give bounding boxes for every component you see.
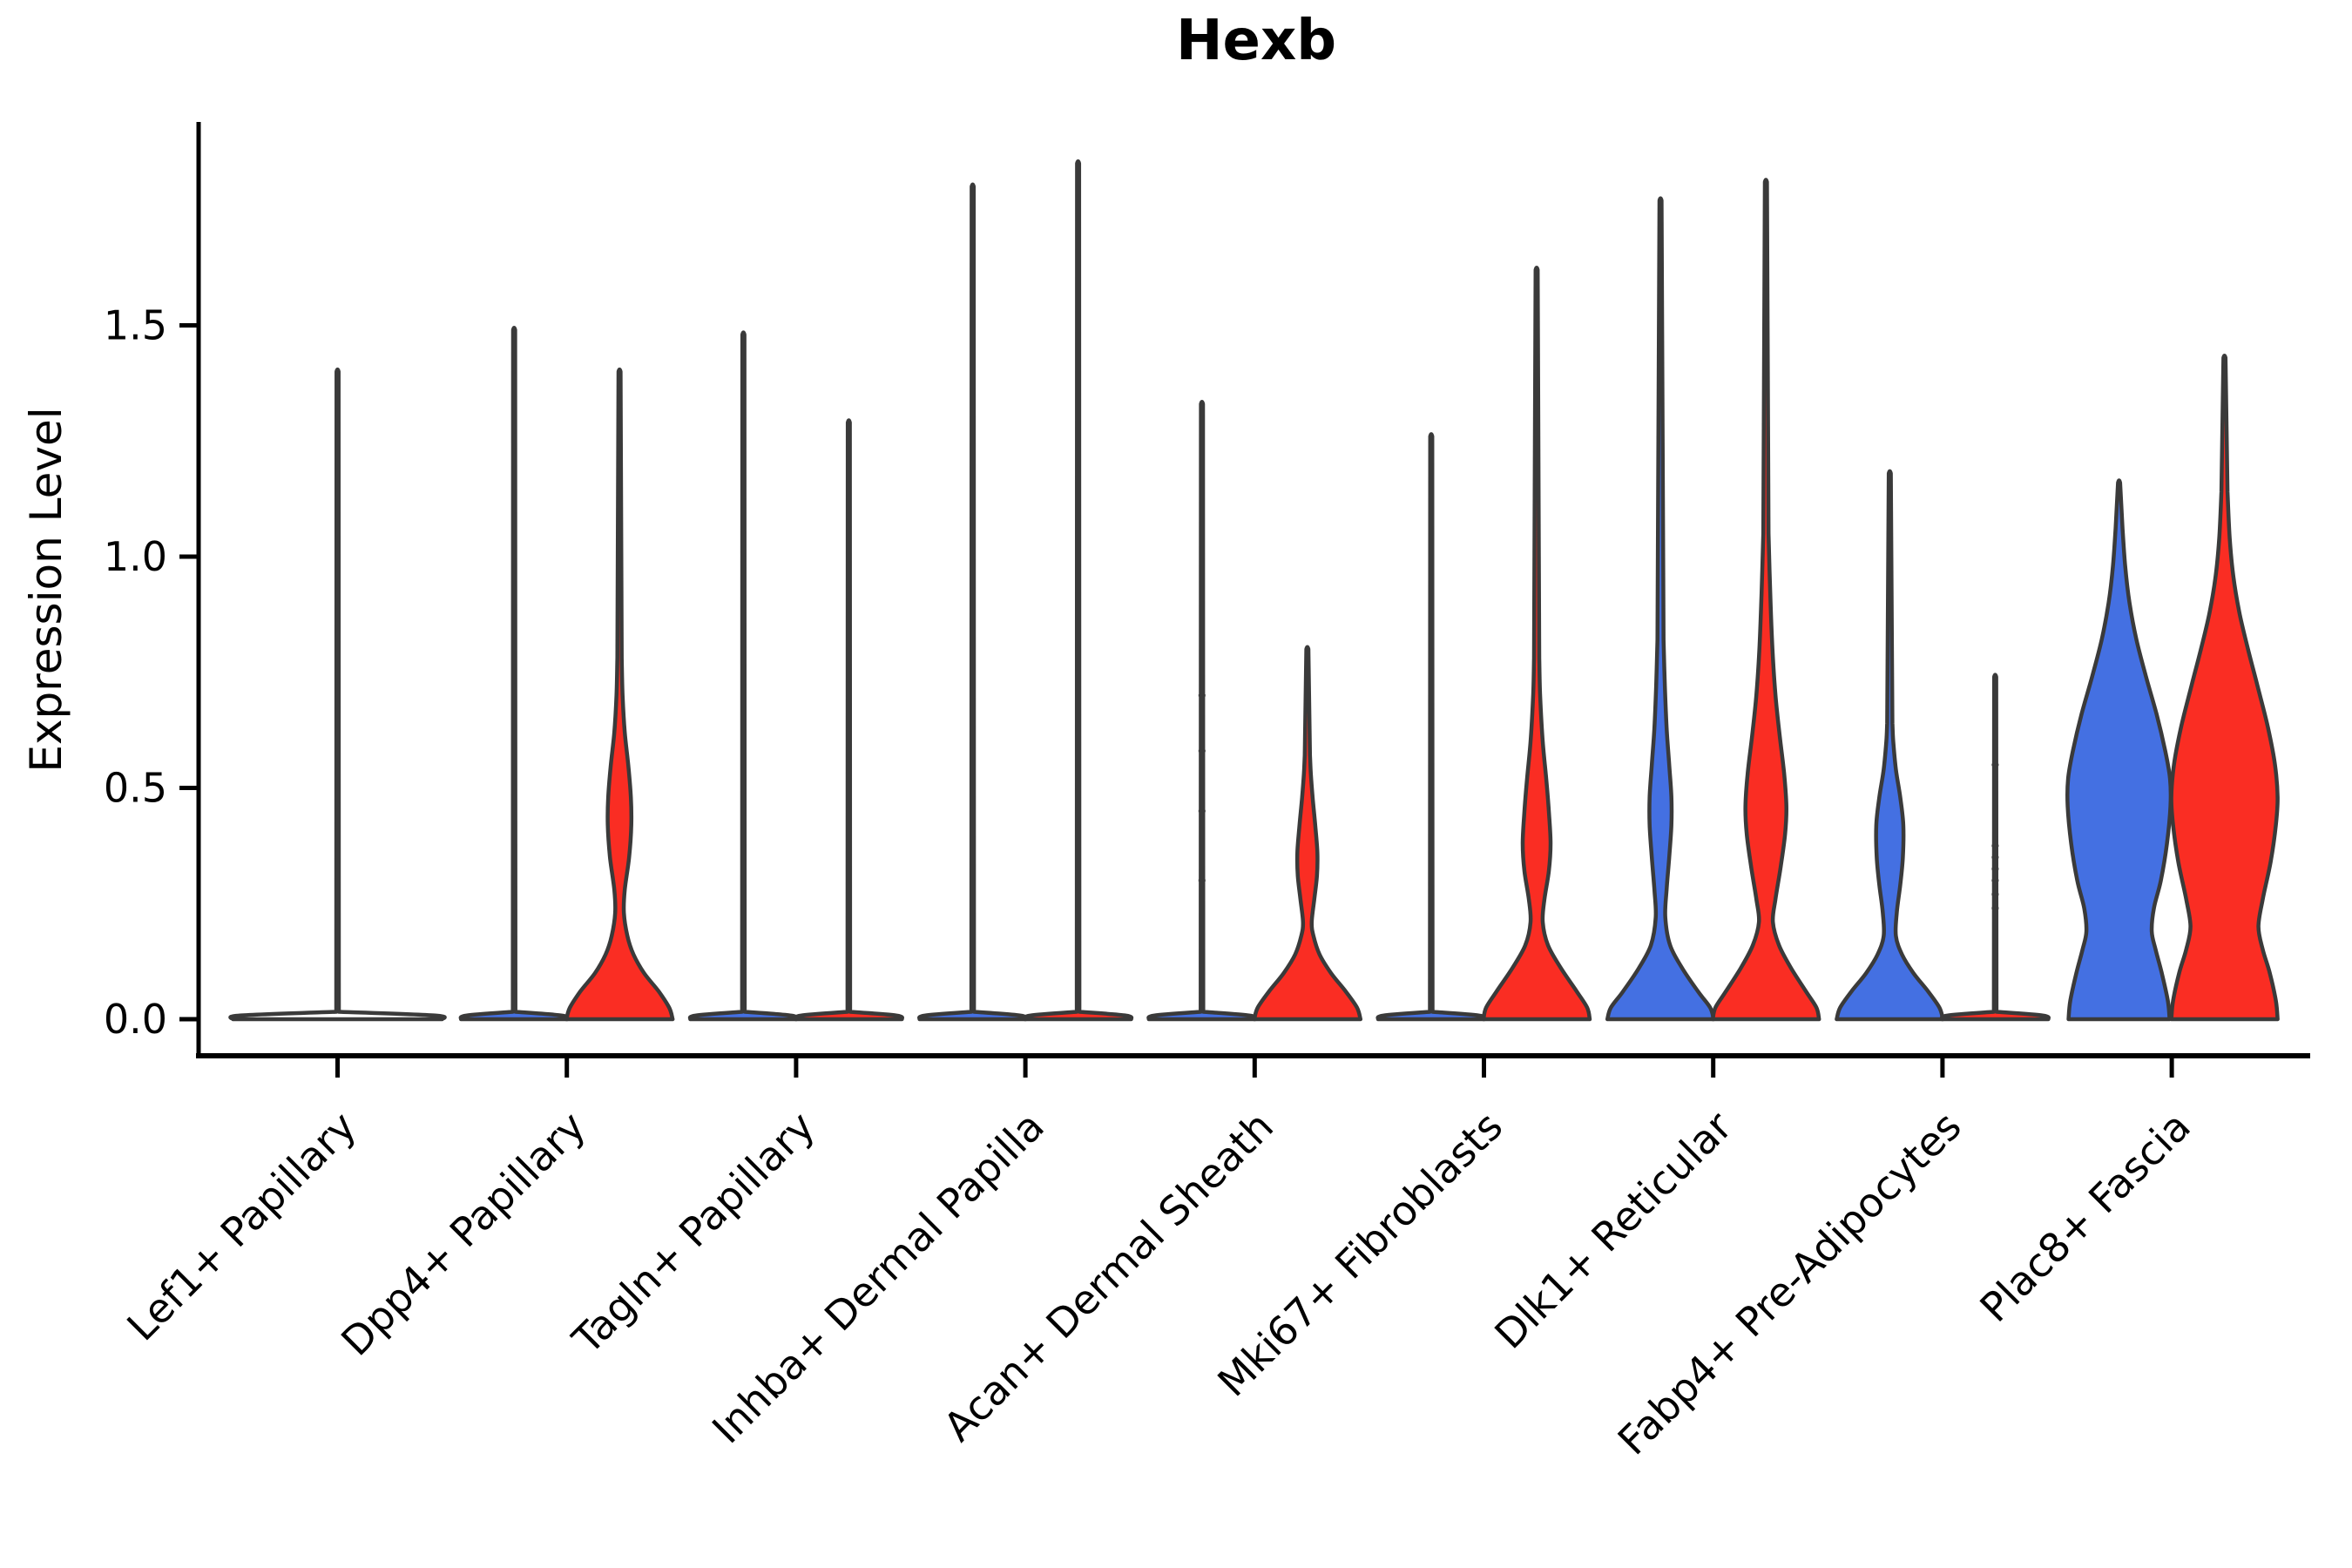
violin-2-red: [793, 418, 904, 1022]
data-point-mark: [1991, 844, 1999, 848]
y-axis-ticks: 0.0 0.5 1.0 1.5: [104, 302, 197, 1043]
violin-8-blue: [2065, 478, 2173, 1022]
chart-title: Hexb: [1176, 9, 1336, 73]
violin-6-blue: [1605, 196, 1716, 1022]
violin-1-red: [564, 367, 675, 1022]
data-point-mark: [1198, 749, 1206, 753]
violin-5-red: [1481, 266, 1592, 1022]
x-tick-label: Tagln+ Papillary: [563, 1103, 824, 1364]
violin-3-blue: [917, 182, 1029, 1022]
data-point-mark: [1198, 809, 1206, 813]
violin-7-red: [1939, 672, 2051, 1022]
data-point-mark: [1198, 879, 1206, 882]
violin-4-blue: [1146, 400, 1258, 1022]
violin-3-red: [1023, 159, 1134, 1022]
data-point-mark: [1991, 907, 1999, 909]
violin-6-red: [1710, 178, 1821, 1022]
x-tick-label: Dlk1+ Reticular: [1485, 1103, 1740, 1358]
violin-2-blue: [687, 330, 799, 1022]
data-point-mark: [1991, 879, 1999, 882]
data-point-mark: [1991, 763, 1999, 767]
data-point-mark: [1991, 868, 1999, 870]
y-tick-label: 1.0: [104, 533, 167, 580]
x-tick-label: Plac8+ Fascia: [1970, 1103, 2199, 1331]
x-tick-label: Dpp4+ Papillary: [332, 1103, 594, 1365]
data-point-mark: [1991, 855, 1999, 859]
violin-7-blue: [1835, 469, 1945, 1022]
violin-4-red: [1252, 645, 1363, 1022]
x-tick-label: Lef1+ Papillary: [118, 1103, 365, 1350]
violin-8-red: [2169, 353, 2280, 1022]
violin-bodies: [228, 159, 2280, 1022]
data-point-mark: [1991, 893, 1999, 896]
y-axis-label: Expression Level: [21, 407, 71, 772]
y-tick-label: 0.0: [104, 996, 167, 1043]
violin-0-none: [228, 367, 447, 1022]
violin-5-blue: [1375, 432, 1487, 1022]
violin-1-blue: [458, 326, 570, 1022]
y-tick-label: 1.5: [104, 302, 167, 349]
data-point-mark: [1198, 694, 1206, 697]
y-tick-label: 0.5: [104, 765, 167, 812]
